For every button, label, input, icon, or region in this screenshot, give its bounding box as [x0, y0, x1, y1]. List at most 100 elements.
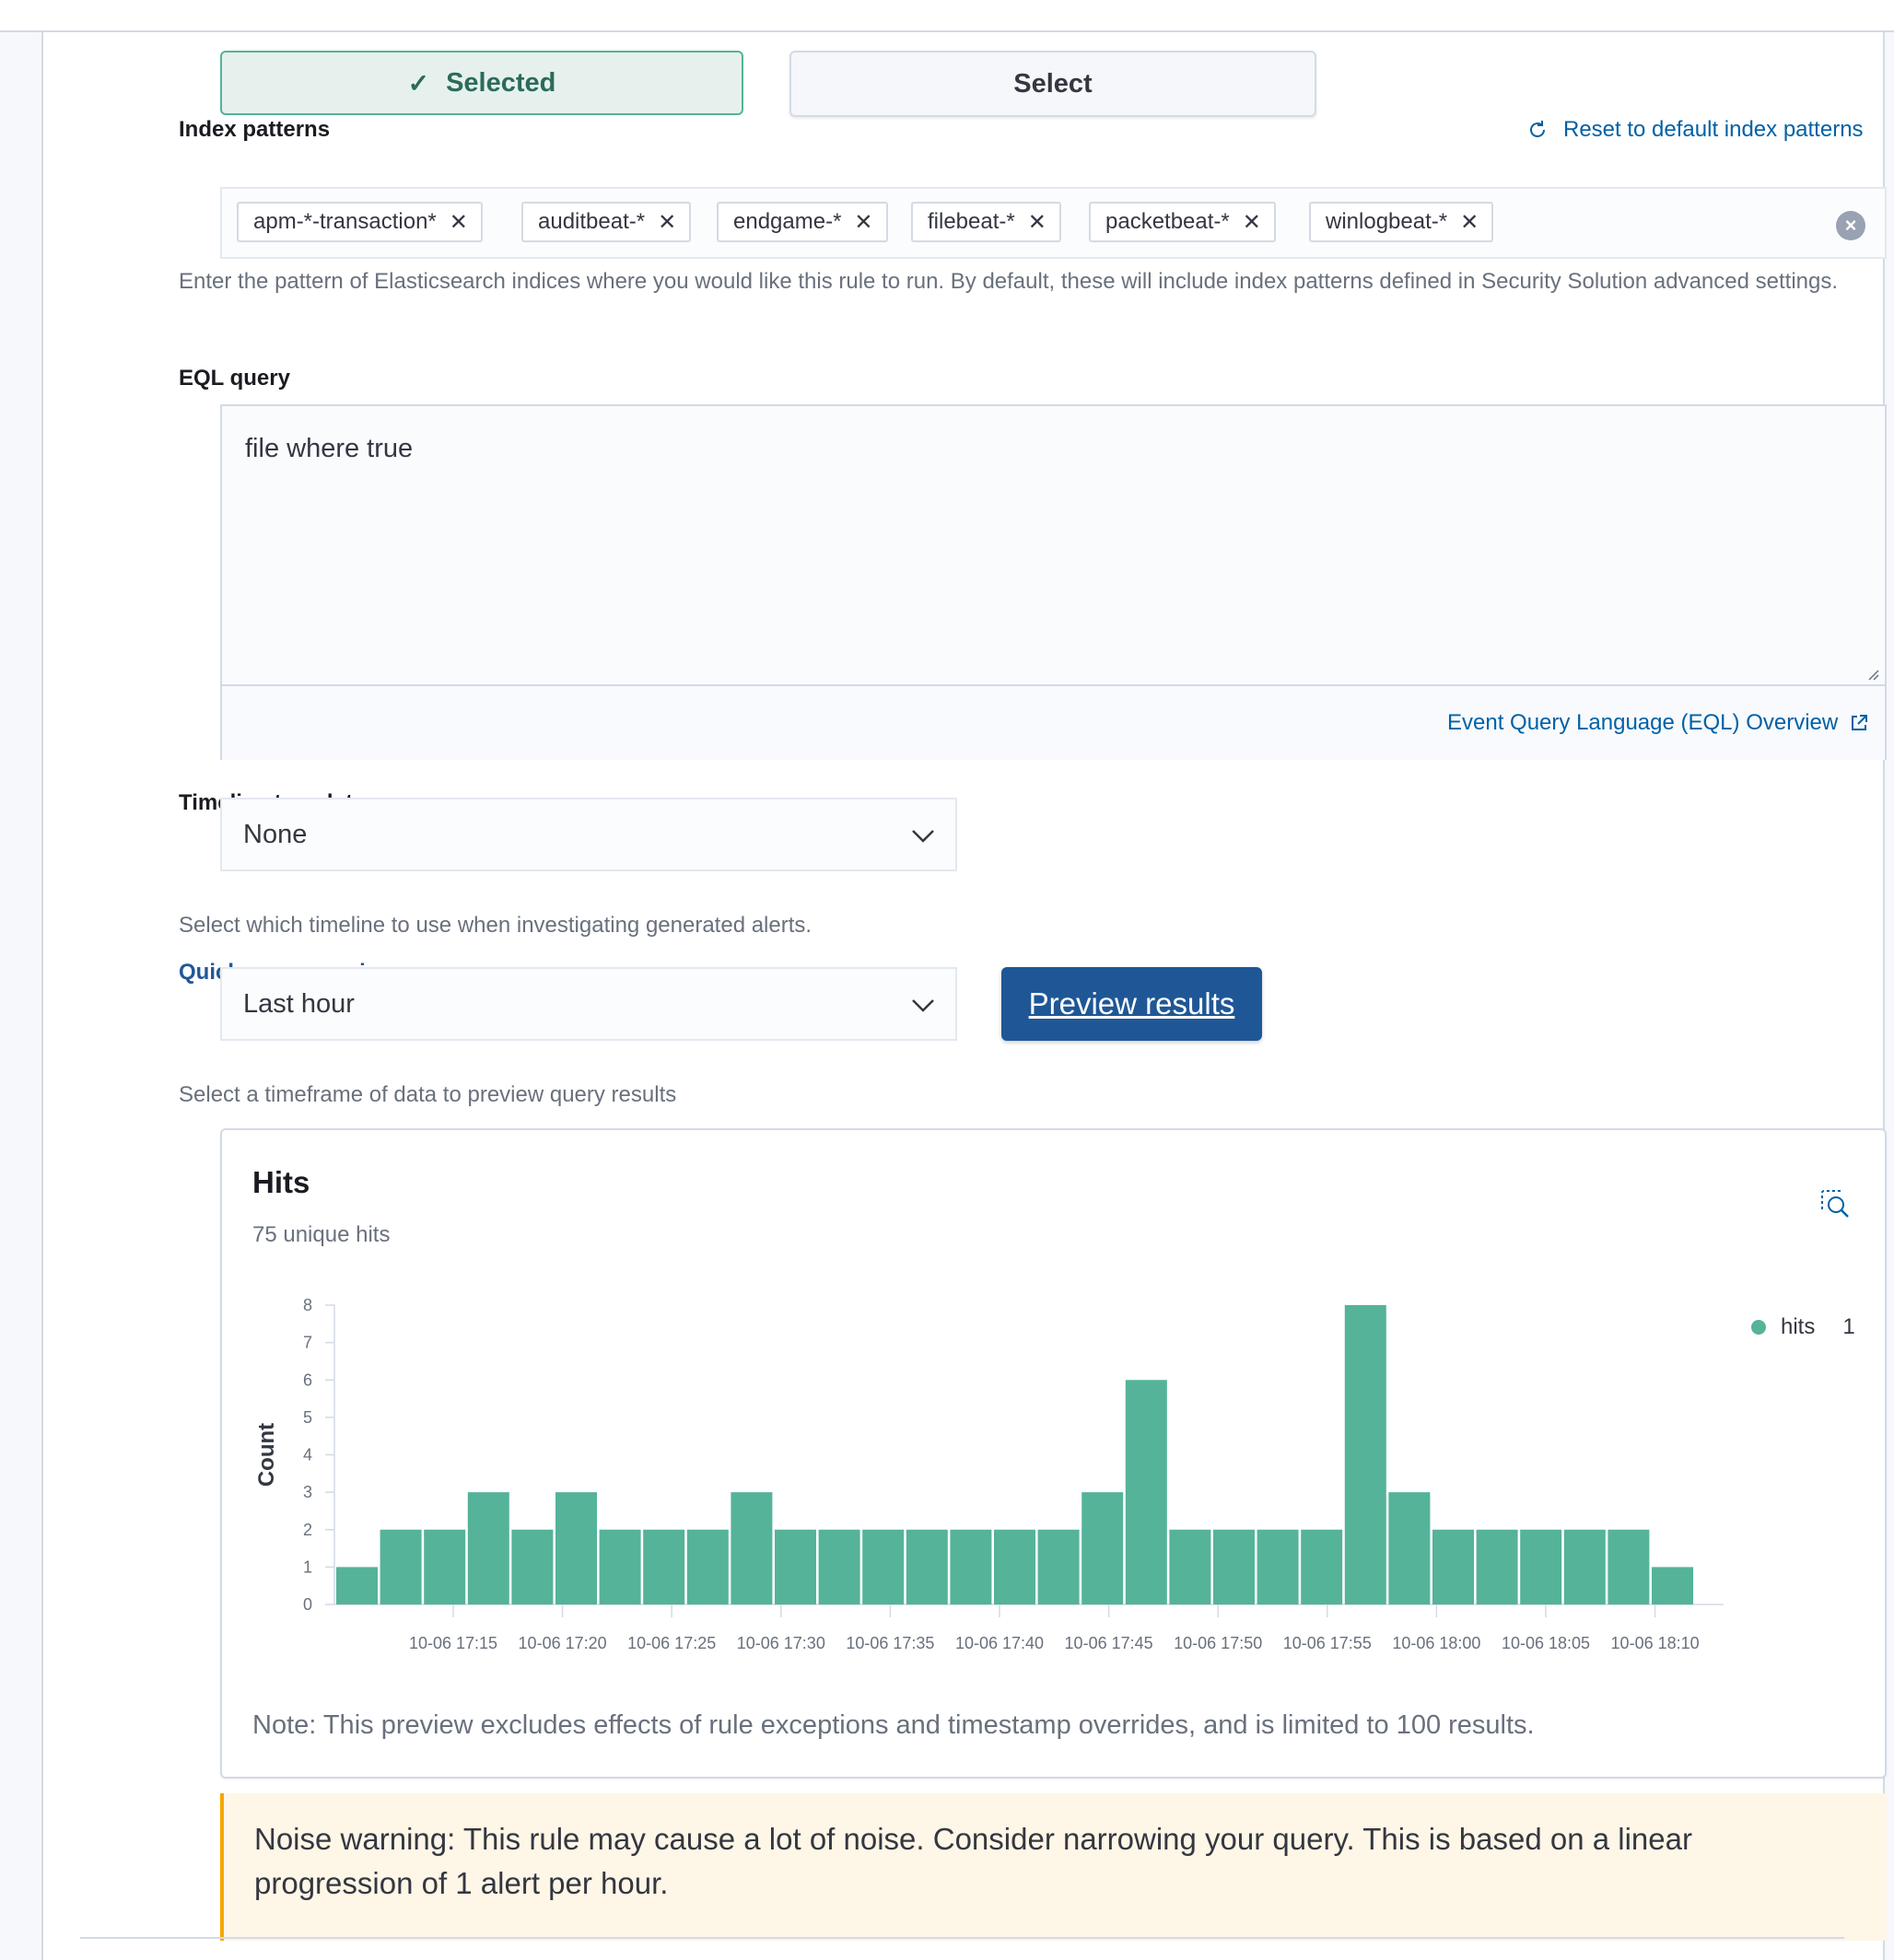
bar — [1213, 1529, 1255, 1604]
remove-icon[interactable]: ✕ — [854, 209, 873, 235]
index-pattern-pill: apm-*-transaction* ✕ — [237, 202, 483, 242]
x-tick-label: 10-06 18:10 — [1611, 1634, 1700, 1652]
x-tick-label: 10-06 17:20 — [519, 1634, 607, 1652]
quick-preview-help: Select a timeframe of data to preview qu… — [179, 1082, 677, 1107]
y-axis-label: Count — [254, 1423, 279, 1487]
rule-definition-panel: ✓ Selected Select Index patterns Reset t… — [41, 32, 1887, 1960]
remove-icon[interactable]: ✕ — [1027, 209, 1046, 235]
rule-type-selected-button[interactable]: ✓ Selected — [220, 51, 743, 115]
bar — [380, 1529, 422, 1604]
eql-query-label: EQL query — [179, 366, 290, 391]
remove-icon[interactable]: ✕ — [449, 209, 468, 235]
index-patterns-combobox[interactable]: apm-*-transaction* ✕ auditbeat-* ✕ endga… — [220, 187, 1887, 259]
bar — [818, 1529, 860, 1604]
noise-warning-text: Noise warning: This rule may cause a lot… — [254, 1822, 1692, 1900]
bar — [555, 1492, 597, 1604]
clear-all-icon[interactable]: × — [1836, 211, 1865, 240]
divider — [80, 1937, 1844, 1939]
bar — [599, 1529, 641, 1604]
inspect-icon[interactable] — [1818, 1187, 1852, 1220]
timeline-template-help: Select which timeline to use when invest… — [179, 913, 813, 938]
reset-link-label: Reset to default index patterns — [1563, 117, 1864, 142]
x-tick-label: 10-06 17:40 — [955, 1634, 1044, 1652]
reset-index-patterns-link[interactable]: Reset to default index patterns — [1526, 117, 1864, 143]
x-tick-label: 10-06 17:55 — [1283, 1634, 1372, 1652]
legend-dot — [1751, 1320, 1766, 1335]
external-link-icon — [1852, 715, 1868, 730]
y-tick-label: 5 — [303, 1408, 312, 1427]
bar — [424, 1529, 466, 1604]
index-patterns-label: Index patterns — [179, 117, 331, 142]
resize-handle-icon[interactable] — [1865, 666, 1879, 681]
bar — [950, 1529, 992, 1604]
timeline-template-select[interactable]: None — [220, 798, 957, 871]
bar — [862, 1529, 905, 1604]
index-patterns-help: Enter the pattern of Elasticsearch indic… — [179, 269, 1839, 294]
quick-preview-timeframe-select[interactable]: Last hour — [220, 967, 957, 1041]
bar — [1169, 1529, 1211, 1604]
remove-icon[interactable]: ✕ — [1460, 209, 1479, 235]
selected-label: Selected — [446, 67, 556, 98]
y-tick-label: 4 — [303, 1446, 312, 1464]
remove-icon[interactable]: ✕ — [1242, 209, 1261, 235]
bar — [1652, 1567, 1693, 1604]
x-tick-label: 10-06 17:15 — [409, 1634, 497, 1652]
eql-query-text[interactable]: file where true — [245, 434, 414, 463]
hits-subtitle: 75 unique hits — [252, 1222, 391, 1247]
pill-label: apm-*-transaction* — [253, 209, 437, 234]
x-tick-label: 10-06 17:45 — [1065, 1634, 1153, 1652]
index-pattern-pill: winlogbeat-* ✕ — [1309, 202, 1494, 242]
x-tick-label: 10-06 17:50 — [1174, 1634, 1262, 1652]
chart-legend: hits 1 — [1751, 1314, 1855, 1340]
preview-results-button[interactable]: Preview results — [1001, 967, 1262, 1041]
hits-panel: Hits 75 unique hits 0 1 2 3 4 5 6 7 8 Count 10-06 … — [220, 1128, 1887, 1779]
y-tick-label: 6 — [303, 1371, 312, 1389]
check-icon: ✓ — [407, 68, 430, 98]
timeframe-value: Last hour — [243, 989, 355, 1019]
hits-note: Note: This preview excludes effects of r… — [252, 1710, 1535, 1740]
eql-overview-link[interactable]: Event Query Language (EQL) Overview — [1447, 710, 1869, 736]
pill-label: packetbeat-* — [1105, 209, 1230, 234]
bar — [643, 1529, 685, 1604]
pill-label: winlogbeat-* — [1326, 209, 1448, 234]
bar — [775, 1529, 816, 1604]
bar — [686, 1529, 729, 1604]
bar — [1301, 1529, 1343, 1604]
index-pattern-pill: auditbeat-* ✕ — [521, 202, 692, 242]
eql-overview-label: Event Query Language (EQL) Overview — [1447, 710, 1839, 735]
bar — [1476, 1529, 1518, 1604]
index-pattern-pill: filebeat-* ✕ — [911, 202, 1061, 242]
eql-query-textarea[interactable]: file where true — [222, 406, 1885, 684]
hits-title: Hits — [252, 1165, 310, 1199]
bar — [1037, 1529, 1080, 1604]
remove-icon[interactable]: ✕ — [658, 209, 677, 235]
legend-label: hits — [1781, 1314, 1816, 1339]
legend-value: 1 — [1842, 1314, 1855, 1339]
eql-query-editor: file where true Event Query Language (EQ… — [220, 404, 1887, 760]
rule-type-select-button[interactable]: Select — [789, 51, 1316, 117]
top-bar — [0, 0, 1894, 32]
eql-footer: Event Query Language (EQL) Overview — [222, 684, 1885, 760]
bar — [1081, 1492, 1124, 1604]
x-tick-label: 10-06 18:00 — [1392, 1634, 1480, 1652]
pill-label: auditbeat-* — [538, 209, 646, 234]
y-tick-label: 1 — [303, 1558, 312, 1576]
refresh-icon — [1530, 121, 1545, 137]
y-tick-label: 2 — [303, 1521, 312, 1539]
bar — [1388, 1492, 1431, 1604]
bar — [1563, 1529, 1606, 1604]
chevron-down-icon — [912, 999, 934, 1012]
y-tick-label: 7 — [303, 1334, 312, 1352]
x-tick-label: 10-06 18:05 — [1502, 1634, 1590, 1652]
bar — [994, 1529, 1035, 1604]
hits-chart: 0 1 2 3 4 5 6 7 8 Count 10-06 17:15 10-06 17:20 10-0… — [254, 1296, 1724, 1652]
bar — [1257, 1529, 1299, 1604]
index-pattern-pill: endgame-* ✕ — [717, 202, 888, 242]
bar — [467, 1492, 509, 1604]
x-tick-label: 10-06 17:25 — [627, 1634, 716, 1652]
bar — [906, 1529, 948, 1604]
bar — [1344, 1305, 1386, 1604]
bar — [1125, 1380, 1167, 1604]
select-label: Select — [1013, 68, 1093, 99]
bar — [731, 1492, 773, 1604]
